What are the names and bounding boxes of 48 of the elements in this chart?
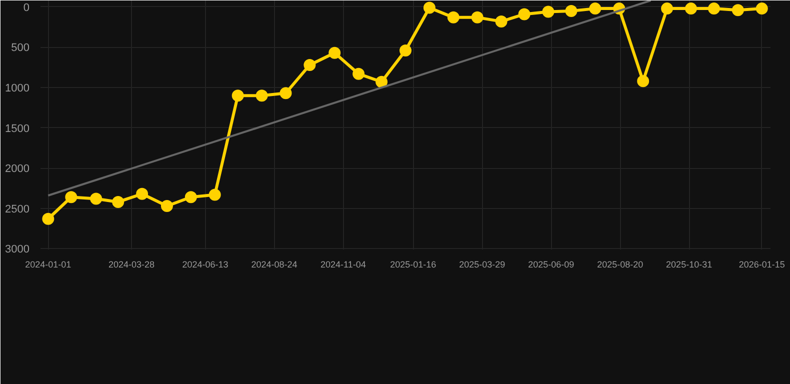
- point: [112, 196, 124, 208]
- point: [42, 212, 54, 225]
- point: [208, 188, 221, 201]
- point: [160, 200, 173, 212]
- x-tick-label: 2024-11-04: [320, 260, 366, 270]
- point: [756, 2, 768, 15]
- y-tick-label: 0: [23, 2, 30, 14]
- point: [708, 2, 720, 15]
- point: [447, 11, 460, 24]
- point: [304, 58, 316, 71]
- point: [400, 44, 412, 56]
- y-tick-label: 500: [11, 42, 30, 54]
- point: [352, 68, 365, 80]
- point: [65, 191, 78, 204]
- point: [637, 75, 650, 88]
- y-tick-label: 1000: [5, 82, 30, 95]
- x-tick-label: 2024-08-24: [251, 260, 298, 270]
- x-tick-label: 2025-01-16: [390, 260, 436, 270]
- x-tick-label: 2025-10-31: [666, 260, 712, 270]
- x-tick-label: 2025-08-20: [597, 260, 644, 270]
- point: [136, 188, 148, 200]
- x-tick-label: 2026-01-15: [738, 260, 785, 270]
- point: [280, 87, 292, 100]
- point: [232, 90, 244, 102]
- y-tick-label: 2000: [5, 163, 30, 176]
- point: [328, 46, 341, 59]
- point: [684, 2, 697, 15]
- point: [732, 4, 744, 16]
- point: [589, 2, 602, 15]
- point: [256, 90, 268, 102]
- x-tick-label: 2024-03-28: [108, 260, 155, 270]
- point: [471, 11, 484, 24]
- point: [542, 6, 554, 18]
- x-tick-label: 2025-03-29: [459, 260, 506, 270]
- point: [184, 191, 197, 204]
- y-tick-label: 3000: [5, 244, 30, 256]
- point: [565, 4, 578, 17]
- y-tick-label: 1500: [5, 122, 30, 135]
- point: [661, 2, 674, 15]
- point: [495, 15, 508, 28]
- y-tick-label: 2500: [5, 203, 30, 216]
- point: [90, 192, 102, 205]
- x-tick-label: 2024-06-13: [182, 260, 228, 270]
- point: [376, 76, 388, 88]
- x-tick-label: 2024-01-01: [25, 260, 72, 270]
- x-tick-label: 2025-06-09: [528, 260, 574, 270]
- point: [518, 8, 530, 20]
- point: [423, 2, 436, 14]
